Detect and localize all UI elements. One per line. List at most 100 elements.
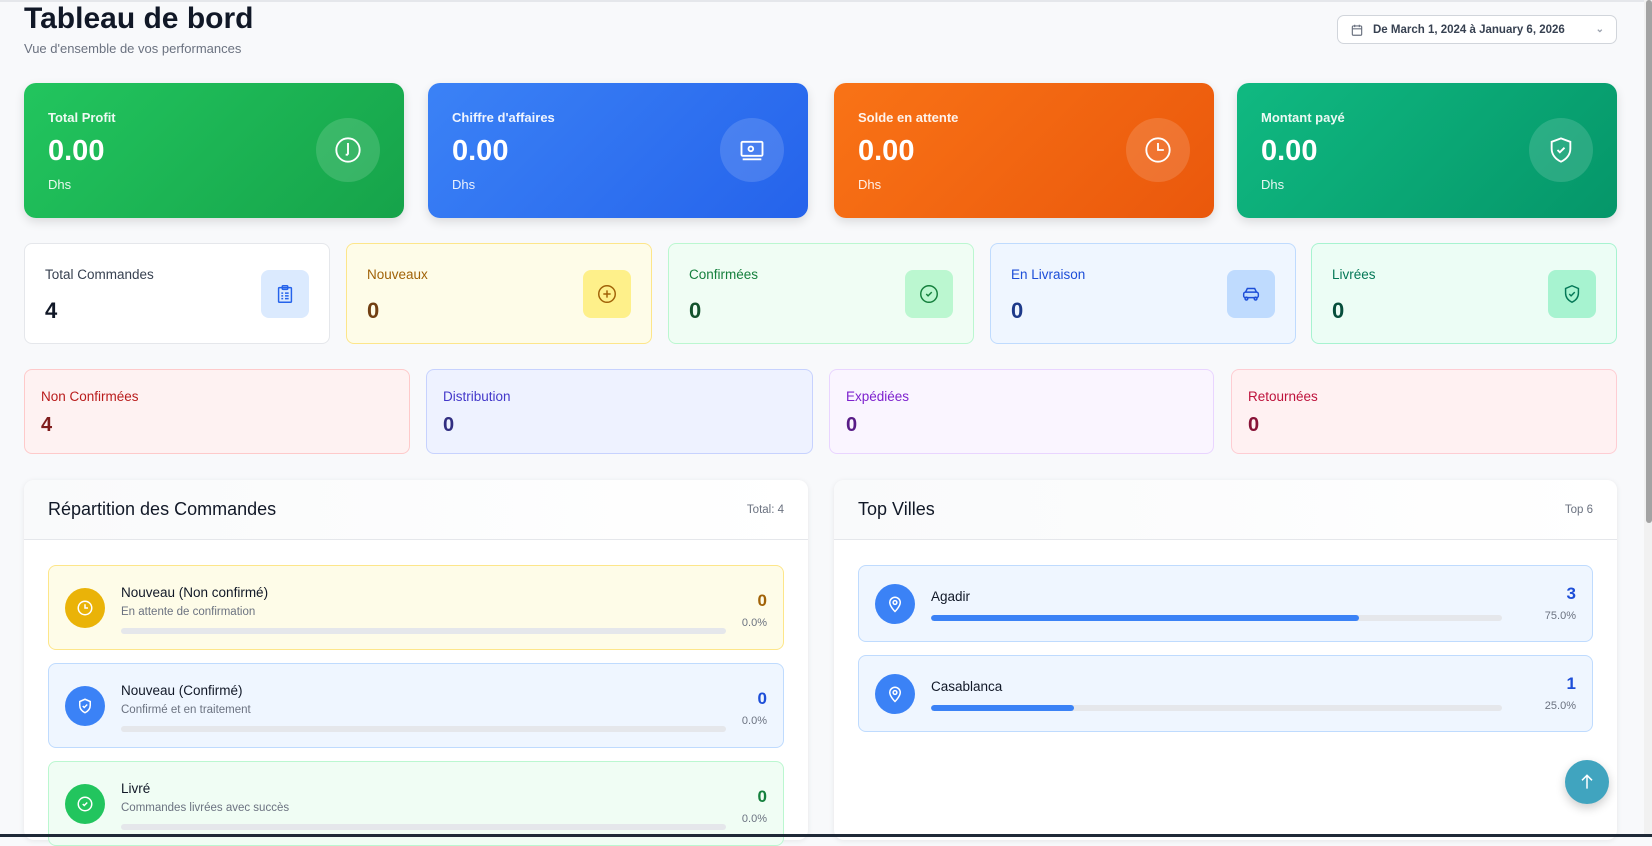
progress-bar xyxy=(931,615,1502,621)
stat-label: En Livraison xyxy=(1011,267,1086,282)
item-percent: 0.0% xyxy=(741,715,767,727)
kpi-value: 0.00 xyxy=(48,135,105,167)
stat-card-distribution: Distribution 0 xyxy=(426,369,813,454)
stat-value: 0 xyxy=(1332,298,1345,323)
panel-subtitle: Top 6 xyxy=(1564,503,1593,516)
map-pin-icon xyxy=(875,584,915,624)
stat-card-nouveaux: Nouveaux 0 xyxy=(346,243,652,344)
panel-header: Top Villes Top 6 xyxy=(834,480,1617,540)
stat-value: 0 xyxy=(1248,414,1260,436)
city-name: Agadir xyxy=(931,589,971,604)
kpi-unit: Dhs xyxy=(858,177,882,192)
kpi-value: 0.00 xyxy=(1261,135,1318,167)
city-item: Casablanca 1 25.0% xyxy=(858,655,1593,732)
clock-icon xyxy=(65,588,105,628)
kpi-label: Total Profit xyxy=(48,110,116,125)
scroll-to-top-button[interactable] xyxy=(1565,760,1609,804)
city-name: Casablanca xyxy=(931,679,1003,694)
item-count: 0 xyxy=(757,689,767,708)
arrow-down-circle-icon xyxy=(316,118,380,182)
item-percent: 0.0% xyxy=(741,813,767,825)
stat-label: Non Confirmées xyxy=(41,389,139,404)
shield-check-icon xyxy=(1548,270,1596,318)
date-range-picker[interactable]: De March 1, 2024 à January 6, 2026 ⌄ xyxy=(1337,15,1617,44)
check-circle-icon xyxy=(65,784,105,824)
stat-card-livrees: Livrées 0 xyxy=(1311,243,1617,344)
repartition-panel: Répartition des Commandes Total: 4 Nouve… xyxy=(24,480,808,846)
panel-title: Répartition des Commandes xyxy=(48,499,277,519)
top-villes-panel: Top Villes Top 6 Agadir 3 75.0% Casablan… xyxy=(834,480,1617,840)
arrow-up-icon xyxy=(1581,774,1593,789)
banknote-icon xyxy=(720,118,784,182)
progress-fill xyxy=(931,615,1360,621)
repartition-item: Nouveau (Non confirmé) En attente de con… xyxy=(48,565,784,650)
clipboard-icon xyxy=(261,270,309,318)
city-percent: 75.0% xyxy=(1544,610,1576,622)
clock-icon xyxy=(1126,118,1190,182)
panel-header: Répartition des Commandes Total: 4 xyxy=(24,480,808,540)
kpi-unit: Dhs xyxy=(452,177,476,192)
stat-card-expediees: Expédiées 0 xyxy=(829,369,1214,454)
stat-label: Confirmées xyxy=(689,267,759,282)
city-percent: 25.0% xyxy=(1544,700,1576,712)
kpi-unit: Dhs xyxy=(1261,177,1285,192)
item-desc: En attente de confirmation xyxy=(121,606,256,618)
city-count: 3 xyxy=(1566,584,1576,603)
stat-card-confirmees: Confirmées 0 xyxy=(668,243,974,344)
item-count: 0 xyxy=(757,787,767,806)
panel-title: Top Villes xyxy=(858,499,935,519)
shield-check-icon xyxy=(1529,118,1593,182)
stat-label: Livrées xyxy=(1332,267,1376,282)
shield-check-icon xyxy=(65,686,105,726)
stat-label: Retournées xyxy=(1248,389,1318,404)
top-border xyxy=(0,0,1644,2)
item-desc: Confirmé et en traitement xyxy=(121,704,251,716)
stat-value: 4 xyxy=(41,414,53,436)
stat-value: 0 xyxy=(443,414,455,436)
kpi-card-montant-paye: Montant payé 0.00 Dhs xyxy=(1237,83,1617,218)
kpi-label: Chiffre d'affaires xyxy=(452,110,555,125)
page-title: Tableau de bord xyxy=(24,2,254,35)
kpi-value: 0.00 xyxy=(858,135,915,167)
kpi-card-chiffre-affaires: Chiffre d'affaires 0.00 Dhs xyxy=(428,83,808,218)
kpi-card-total-profit: Total Profit 0.00 Dhs xyxy=(24,83,404,218)
scrollbar-thumb[interactable] xyxy=(1646,0,1652,523)
repartition-item: Nouveau (Confirmé) Confirmé et en traite… xyxy=(48,663,784,748)
item-percent: 0.0% xyxy=(741,617,767,629)
city-count: 1 xyxy=(1566,674,1576,693)
stat-card-en-livraison: En Livraison 0 xyxy=(990,243,1296,344)
city-item: Agadir 3 75.0% xyxy=(858,565,1593,642)
date-range-text: De March 1, 2024 à January 6, 2026 xyxy=(1373,23,1565,36)
item-name: Livré xyxy=(121,781,151,796)
kpi-card-solde-attente: Solde en attente 0.00 Dhs xyxy=(834,83,1214,218)
stat-card-non-confirmees: Non Confirmées 4 xyxy=(24,369,410,454)
progress-bar xyxy=(121,726,726,732)
kpi-value: 0.00 xyxy=(452,135,509,167)
stat-card-total-commandes: Total Commandes 4 xyxy=(24,243,330,344)
stat-value: 0 xyxy=(689,298,702,323)
progress-bar xyxy=(121,824,726,830)
stat-label: Total Commandes xyxy=(45,267,154,282)
plus-circle-icon xyxy=(583,270,631,318)
stat-label: Nouveaux xyxy=(367,267,428,282)
item-name: Nouveau (Non confirmé) xyxy=(121,585,269,600)
stat-card-retournees: Retournées 0 xyxy=(1231,369,1617,454)
stat-value: 4 xyxy=(45,298,58,323)
kpi-unit: Dhs xyxy=(48,177,72,192)
stat-label: Distribution xyxy=(443,389,511,404)
calendar-icon xyxy=(1351,24,1363,36)
item-name: Nouveau (Confirmé) xyxy=(121,683,243,698)
check-circle-icon xyxy=(905,270,953,318)
item-count: 0 xyxy=(757,591,767,610)
page-subtitle: Vue d'ensemble de vos performances xyxy=(24,41,242,56)
stat-label: Expédiées xyxy=(846,389,910,404)
stat-value: 0 xyxy=(846,414,858,436)
stat-value: 0 xyxy=(367,298,380,323)
chevron-down-icon: ⌄ xyxy=(1595,24,1604,35)
progress-bar xyxy=(121,628,726,634)
stat-value: 0 xyxy=(1011,298,1024,323)
progress-fill xyxy=(931,705,1074,711)
taskbar-edge xyxy=(0,834,1652,837)
kpi-label: Montant payé xyxy=(1261,110,1345,125)
repartition-item: Livré Commandes livrées avec succès 0 0.… xyxy=(48,761,784,846)
